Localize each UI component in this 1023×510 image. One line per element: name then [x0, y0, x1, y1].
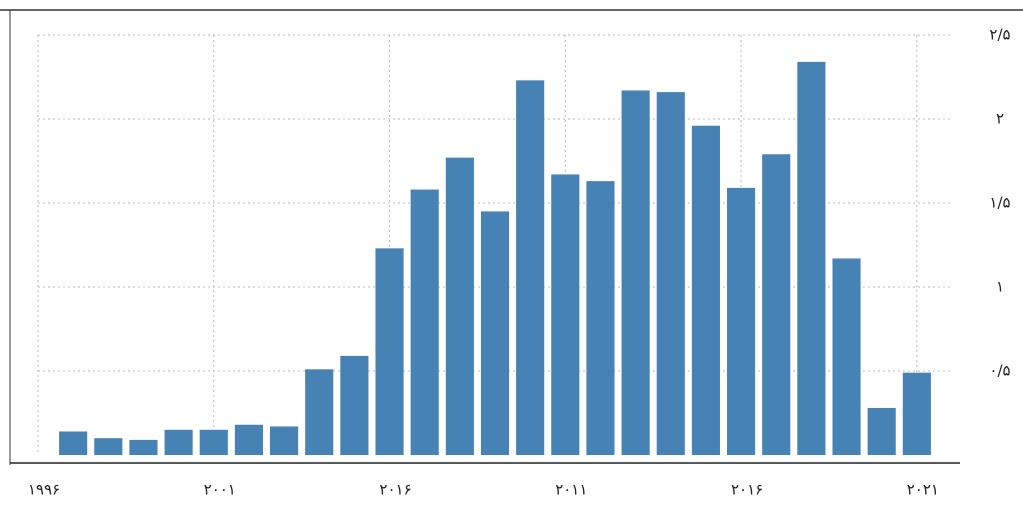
bar [691, 125, 720, 455]
bar [445, 157, 474, 455]
x-tick-label: ۲۰۱۶ [379, 481, 411, 499]
bar [480, 211, 510, 455]
x-tick-label: ۲۰۱۱ [555, 481, 587, 499]
bar [586, 181, 615, 455]
x-tick-label: ۲۰۱۶ [731, 481, 763, 499]
bar [516, 80, 545, 456]
bar [164, 429, 193, 455]
bar [902, 372, 931, 455]
bar [762, 154, 791, 455]
bar [832, 258, 861, 455]
bar [867, 407, 896, 455]
bar [340, 355, 369, 455]
bar [410, 189, 439, 455]
bar [59, 431, 88, 455]
y-tick-label: ۲ [996, 110, 1004, 128]
bar [270, 426, 299, 455]
bar [551, 174, 580, 455]
bar [199, 429, 228, 455]
bar [621, 90, 650, 455]
bar [94, 438, 123, 455]
bar [129, 439, 158, 455]
y-tick-label: ۱/۵ [989, 194, 1010, 212]
x-tick-label: ۱۹۹۶ [28, 481, 60, 499]
bar [375, 248, 404, 455]
x-tick-label: ۲۰۰۱ [204, 481, 236, 499]
bar [305, 369, 334, 455]
x-tick-label: ۲۰۲۱ [907, 481, 939, 499]
bar [797, 61, 826, 455]
bar [234, 424, 263, 455]
y-tick-label: ۱ [996, 278, 1004, 296]
y-tick-label: ۲/۵ [989, 26, 1010, 44]
y-tick-label: ۰/۵ [989, 362, 1010, 380]
bar [656, 92, 685, 456]
bar [727, 187, 756, 455]
